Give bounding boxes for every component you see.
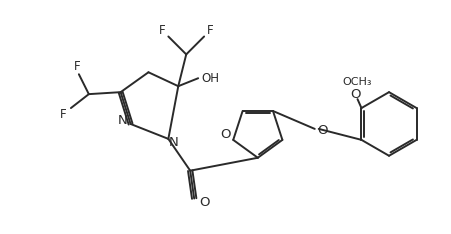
Text: O: O [220, 128, 230, 141]
Text: OH: OH [201, 72, 219, 85]
Text: F: F [207, 24, 213, 37]
Text: F: F [74, 60, 80, 73]
Text: O: O [199, 196, 209, 209]
Text: OCH₃: OCH₃ [343, 77, 372, 87]
Text: F: F [60, 107, 66, 121]
Text: N: N [118, 114, 128, 128]
Text: O: O [318, 124, 328, 137]
Text: N: N [168, 136, 178, 149]
Text: F: F [159, 24, 166, 37]
Text: O: O [350, 88, 361, 101]
